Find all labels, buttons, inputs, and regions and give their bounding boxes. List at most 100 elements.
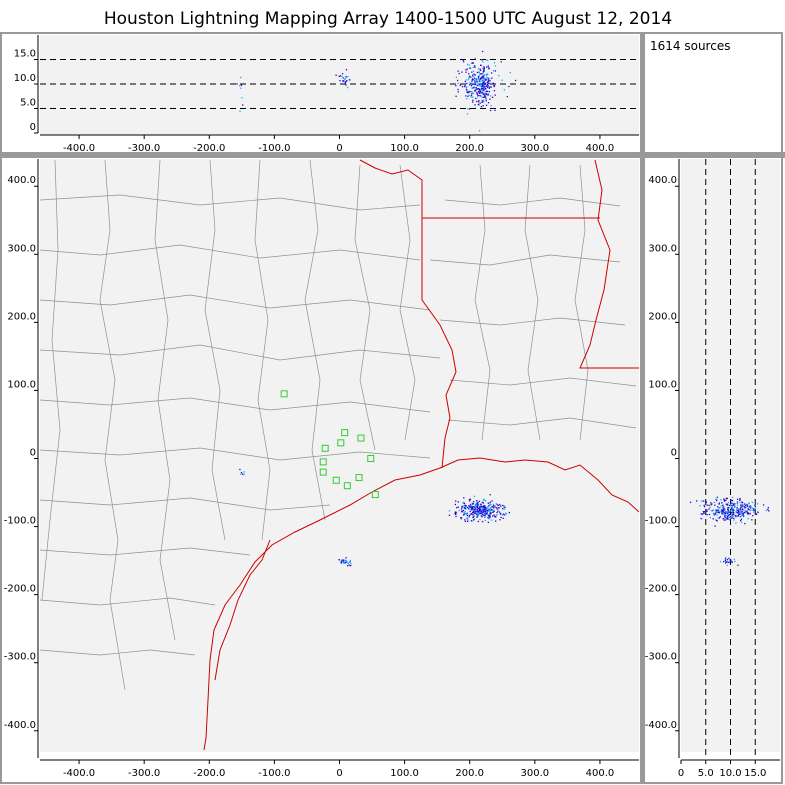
- source-point: [474, 65, 476, 67]
- source-point: [461, 507, 463, 509]
- source-point: [479, 518, 481, 521]
- source-point: [721, 512, 723, 514]
- source-point: [482, 99, 485, 101]
- source-point: [726, 517, 728, 519]
- source-point: [484, 510, 487, 513]
- source-point: [340, 560, 343, 562]
- source-point: [706, 510, 708, 513]
- source-point: [465, 69, 467, 71]
- source-point: [471, 505, 473, 507]
- source-point: [502, 514, 504, 516]
- source-point: [479, 82, 482, 85]
- source-point: [489, 78, 491, 80]
- source-point: [478, 100, 480, 102]
- source-point: [716, 509, 718, 511]
- source-point: [747, 508, 750, 510]
- source-point: [239, 110, 241, 112]
- source-point: [742, 505, 744, 508]
- source-point: [708, 504, 710, 507]
- source-point: [729, 519, 731, 521]
- source-point: [482, 105, 484, 107]
- source-point: [726, 560, 729, 563]
- source-point: [704, 500, 706, 503]
- source-point: [470, 508, 472, 510]
- source-point: [713, 501, 716, 504]
- source-point: [481, 99, 483, 102]
- source-point: [349, 79, 351, 81]
- source-point: [742, 509, 744, 511]
- source-point: [466, 514, 468, 517]
- source-point: [474, 83, 476, 85]
- source-point: [509, 71, 511, 74]
- source-point: [487, 86, 489, 88]
- source-point: [726, 514, 728, 517]
- source-point: [477, 103, 480, 106]
- source-point: [455, 515, 457, 518]
- source-point: [736, 504, 739, 506]
- station-marker: [321, 444, 329, 452]
- source-point: [482, 93, 484, 95]
- county-line: [439, 317, 626, 326]
- source-point: [734, 505, 736, 507]
- source-point: [462, 514, 465, 516]
- source-point: [486, 507, 488, 510]
- source-point: [489, 80, 491, 82]
- source-point: [485, 510, 487, 512]
- source-point: [346, 565, 349, 567]
- x-tick-label: -100.0: [258, 768, 290, 779]
- source-point: [477, 101, 480, 103]
- source-point: [486, 509, 488, 511]
- county-line: [40, 597, 216, 606]
- source-point: [468, 73, 470, 75]
- source-point: [464, 510, 466, 513]
- source-point: [474, 508, 477, 510]
- source-point: [482, 76, 484, 78]
- source-point: [345, 557, 347, 559]
- source-point: [722, 507, 724, 509]
- source-point: [473, 86, 475, 88]
- source-point: [724, 513, 726, 515]
- source-point: [457, 506, 459, 508]
- source-point: [481, 506, 483, 508]
- source-point: [735, 514, 738, 517]
- source-point: [472, 520, 474, 522]
- source-point: [494, 70, 497, 72]
- coastline: [203, 457, 639, 751]
- source-point: [718, 511, 720, 514]
- source-point: [479, 84, 481, 87]
- source-point: [493, 509, 495, 512]
- y-tick-label: -100.0: [4, 516, 36, 527]
- source-point: [462, 505, 464, 507]
- source-point: [482, 72, 484, 74]
- x-tick-label: 200.0: [455, 768, 484, 779]
- source-point: [741, 514, 743, 517]
- source-point: [734, 560, 736, 563]
- source-point: [731, 502, 733, 504]
- source-point: [483, 101, 485, 103]
- source-point: [730, 561, 733, 564]
- source-point: [464, 80, 466, 83]
- source-point: [738, 512, 740, 514]
- source-point: [472, 92, 475, 95]
- source-point: [481, 510, 483, 513]
- source-point: [503, 506, 505, 508]
- source-point: [461, 510, 463, 512]
- station-marker: [341, 429, 349, 437]
- source-point: [479, 68, 481, 70]
- source-point: [489, 514, 491, 516]
- y-tick-label: 10.0: [14, 73, 36, 84]
- source-point: [726, 504, 729, 506]
- source-point: [739, 501, 741, 504]
- station-marker: [357, 434, 365, 442]
- source-point: [726, 561, 728, 563]
- county-line: [40, 649, 196, 656]
- county-line: [99, 159, 126, 691]
- source-point: [472, 74, 474, 76]
- source-point: [481, 77, 483, 79]
- source-point: [738, 513, 740, 515]
- source-point: [242, 104, 244, 106]
- source-point: [715, 519, 717, 521]
- source-point: [491, 519, 493, 521]
- source-point: [473, 73, 475, 75]
